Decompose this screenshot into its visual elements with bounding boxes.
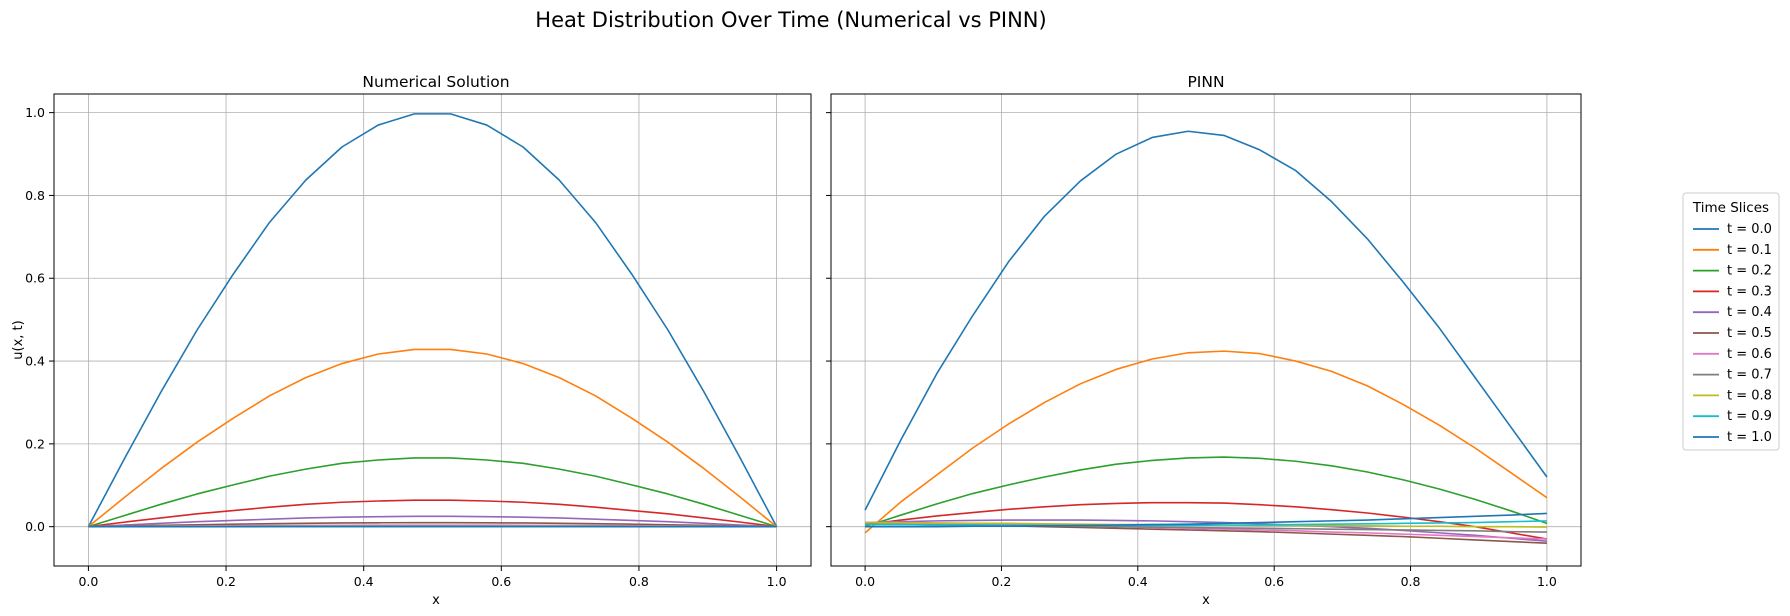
legend-label-9: t = 0.9: [1727, 409, 1772, 424]
panel-0-xtick-label-0: 0.0: [78, 574, 98, 589]
panel-1-xtick-label-4: 0.8: [1401, 574, 1421, 589]
panel-1-frame: [830, 93, 1582, 567]
legend-entries: t = 0.0 t = 0.1 t = 0.2 t = 0.3 t = 0.4 t = 0…: [1693, 222, 1772, 445]
legend: Time Slices t = 0.0 t = 0.1 t = 0.2 t = 0.3…: [1682, 192, 1780, 451]
panel-0-ytick-label-2: 0.4: [25, 354, 45, 369]
panel-0-series-lines: [87, 113, 778, 528]
legend-label-2: t = 0.2: [1727, 264, 1772, 279]
panel-0-ytick-label-5: 1.0: [25, 105, 45, 120]
legend-label-3: t = 0.3: [1727, 284, 1772, 299]
legend-label-1: t = 0.1: [1727, 243, 1772, 258]
legend-frame: [1682, 192, 1780, 451]
panel-0-ytick-label-3: 0.6: [25, 271, 45, 286]
panel-1-line-3: [864, 501, 1548, 540]
panel-0-xtick-label-1: 0.2: [216, 574, 236, 589]
panel-0-xtick-label-4: 0.8: [629, 574, 649, 589]
panel-1-xtick-label-1: 0.2: [992, 574, 1012, 589]
legend-label-6: t = 0.6: [1727, 347, 1772, 362]
panel-1-line-4: [865, 519, 1547, 542]
pinn-x-axis-label: x: [1202, 593, 1210, 608]
legend-label-8: t = 0.8: [1727, 388, 1772, 403]
panel-0-xtick-label-5: 1.0: [767, 574, 787, 589]
legend-label-7: t = 0.7: [1727, 368, 1772, 383]
panel-1-line-0: [864, 130, 1548, 511]
pinn-panel-title: PINN: [1187, 73, 1224, 91]
panel-1-series-lines: [864, 130, 1548, 545]
panel-0-line-0: [87, 113, 778, 528]
panel-1-xtick-label-0: 0.0: [855, 574, 875, 589]
legend-label-0: t = 0.0: [1727, 222, 1772, 237]
legend-label-10: t = 1.0: [1727, 430, 1772, 445]
panel-0-ytick-label-4: 0.8: [25, 188, 45, 203]
y-axis-label: u(x, t): [11, 320, 26, 359]
numerical-x-axis-label: x: [432, 593, 440, 608]
panel-1-xtick-label-5: 1.0: [1537, 574, 1557, 589]
legend-label-5: t = 0.5: [1727, 326, 1772, 341]
panel-0-line-3: [88, 499, 777, 528]
panel-0-line-2: [88, 457, 777, 528]
panel-1-line-10: [865, 512, 1547, 528]
panel-1-line-1: [864, 350, 1548, 534]
panel-1-line-9: [865, 520, 1547, 527]
panel-0-line-4: [88, 515, 777, 528]
panel-1-xtick-label-2: 0.4: [1128, 574, 1148, 589]
numerical-solution-panel: Numerical Solution x u(x, t) 0.0 0.2 0.4 0.…: [11, 73, 812, 608]
panel-0-ytick-label-0: 0.0: [25, 519, 45, 534]
panel-1-line-2: [864, 456, 1548, 528]
panel-0-line-1: [87, 348, 778, 528]
panel-1-xtick-label-3: 0.6: [1264, 574, 1284, 589]
panel-0-line-5: [88, 521, 777, 528]
legend-title: Time Slices: [1692, 200, 1769, 216]
panel-0-frame: [53, 93, 812, 567]
figure-title: Heat Distribution Over Time (Numerical v…: [535, 8, 1046, 32]
panel-0-ytick-label-1: 0.2: [25, 436, 45, 451]
legend-label-4: t = 0.4: [1727, 305, 1772, 320]
pinn-panel: PINN x 0.0 0.2 0.4 0.6 0.8 1.0: [826, 73, 1582, 608]
panel-0-xtick-label-3: 0.6: [491, 574, 511, 589]
numerical-panel-title: Numerical Solution: [362, 73, 509, 91]
panel-0-xtick-label-2: 0.4: [354, 574, 374, 589]
